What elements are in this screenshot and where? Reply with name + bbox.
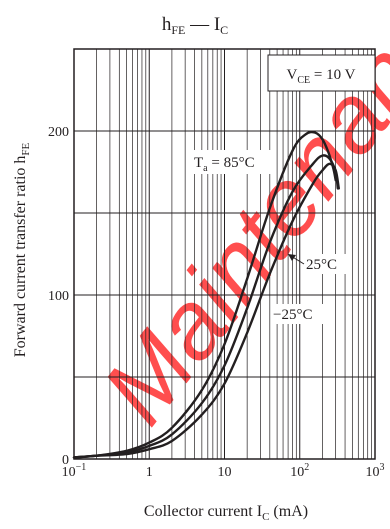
svg-text:25°C: 25°C (306, 257, 337, 273)
series-line-2 (72, 162, 340, 459)
svg-text:Ta = 85°C: Ta = 85°C (194, 155, 255, 174)
x-tick-label: 103 (366, 462, 385, 480)
series-label-85c: Ta = 85°C (190, 150, 274, 174)
plot-frame (73, 48, 376, 460)
tick-labels: 10−1 1 10 102 103 0 100 200 (48, 125, 385, 480)
y-tick-label: 100 (48, 289, 69, 304)
label-leader-25c (290, 255, 305, 265)
x-axis-label: Collector current IC (mA) (144, 503, 308, 523)
svg-text:−25°C: −25°C (273, 307, 312, 323)
series-line-1 (72, 154, 339, 459)
x-tick-label: 102 (290, 462, 309, 480)
svg-text:VCE = 10 V: VCE = 10 V (287, 67, 356, 86)
chart-title: hFE — IC (162, 14, 228, 37)
y-tick-label: 0 (62, 453, 69, 468)
x-tick-label: 10−1 (62, 462, 87, 480)
label-arrow-25c (288, 254, 296, 261)
condition-box: VCE = 10 V (267, 54, 376, 92)
series-label-25c: 25°C (290, 254, 348, 274)
y-tick-label: 200 (48, 125, 69, 140)
curves (72, 130, 340, 459)
x-tick-label: 10 (218, 465, 232, 480)
y-axis-label: Forward current transfer ratio hFE (12, 142, 32, 357)
series-line-0 (72, 130, 337, 459)
x-tick-label: 1 (146, 465, 153, 480)
series-label-minus25c: −25°C (271, 304, 327, 324)
